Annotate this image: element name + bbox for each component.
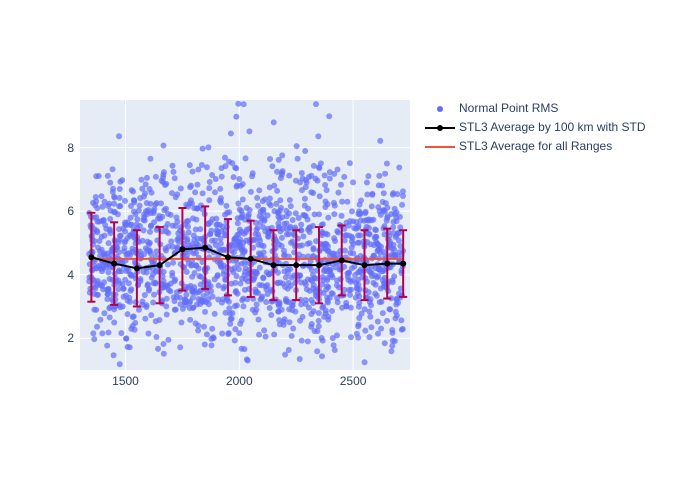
legend-marker-overall <box>423 137 457 156</box>
legend-label: Normal Point RMS <box>459 99 558 118</box>
legend-marker-scatter <box>423 99 457 118</box>
legend-label: STL3 Average for all Ranges <box>459 137 612 156</box>
plot-svg <box>80 100 410 370</box>
legend-item-overall[interactable]: STL3 Average for all Ranges <box>423 137 646 156</box>
plot-area[interactable] <box>80 100 410 370</box>
y-tick-label: 4 <box>67 268 74 282</box>
legend: Normal Point RMS STL3 Average by 100 km … <box>423 99 646 156</box>
legend-item-avgline[interactable]: STL3 Average by 100 km with STD <box>423 118 646 137</box>
legend-marker-avgline <box>423 118 457 137</box>
y-tick-label: 2 <box>67 331 74 345</box>
chart-container: Normal Point RMS STL3 Average by 100 km … <box>0 0 700 500</box>
x-tick-label: 2500 <box>340 374 367 388</box>
x-tick-label: 1500 <box>112 374 139 388</box>
legend-item-scatter[interactable]: Normal Point RMS <box>423 99 646 118</box>
y-tick-label: 6 <box>67 204 74 218</box>
x-tick-label: 2000 <box>226 374 253 388</box>
y-tick-label: 8 <box>67 141 74 155</box>
legend-label: STL3 Average by 100 km with STD <box>459 118 646 137</box>
